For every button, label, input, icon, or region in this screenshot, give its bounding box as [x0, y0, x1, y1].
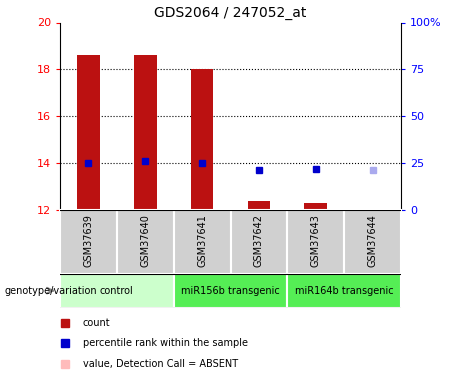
Text: miR156b transgenic: miR156b transgenic: [181, 286, 280, 296]
Bar: [174, 274, 287, 308]
Text: count: count: [83, 318, 111, 327]
Bar: [230, 210, 287, 274]
Bar: [344, 210, 401, 274]
Bar: [60, 274, 174, 308]
Bar: [60, 210, 117, 274]
Text: GSM37639: GSM37639: [83, 214, 94, 267]
Bar: [191, 69, 213, 210]
Text: control: control: [100, 286, 134, 296]
Text: value, Detection Call = ABSENT: value, Detection Call = ABSENT: [83, 359, 238, 369]
Bar: [174, 210, 230, 274]
Text: percentile rank within the sample: percentile rank within the sample: [83, 338, 248, 348]
Bar: [287, 274, 401, 308]
Title: GDS2064 / 247052_at: GDS2064 / 247052_at: [154, 6, 307, 20]
Text: GSM37640: GSM37640: [140, 214, 150, 267]
Text: GSM37644: GSM37644: [367, 214, 378, 267]
Text: GSM37641: GSM37641: [197, 214, 207, 267]
Bar: [134, 56, 157, 210]
Text: GSM37643: GSM37643: [311, 214, 321, 267]
Bar: [77, 56, 100, 210]
Bar: [304, 203, 327, 210]
Text: genotype/variation: genotype/variation: [5, 286, 97, 296]
Text: miR164b transgenic: miR164b transgenic: [295, 286, 394, 296]
Bar: [248, 201, 270, 210]
Text: GSM37642: GSM37642: [254, 214, 264, 267]
Bar: [117, 210, 174, 274]
Bar: [287, 210, 344, 274]
